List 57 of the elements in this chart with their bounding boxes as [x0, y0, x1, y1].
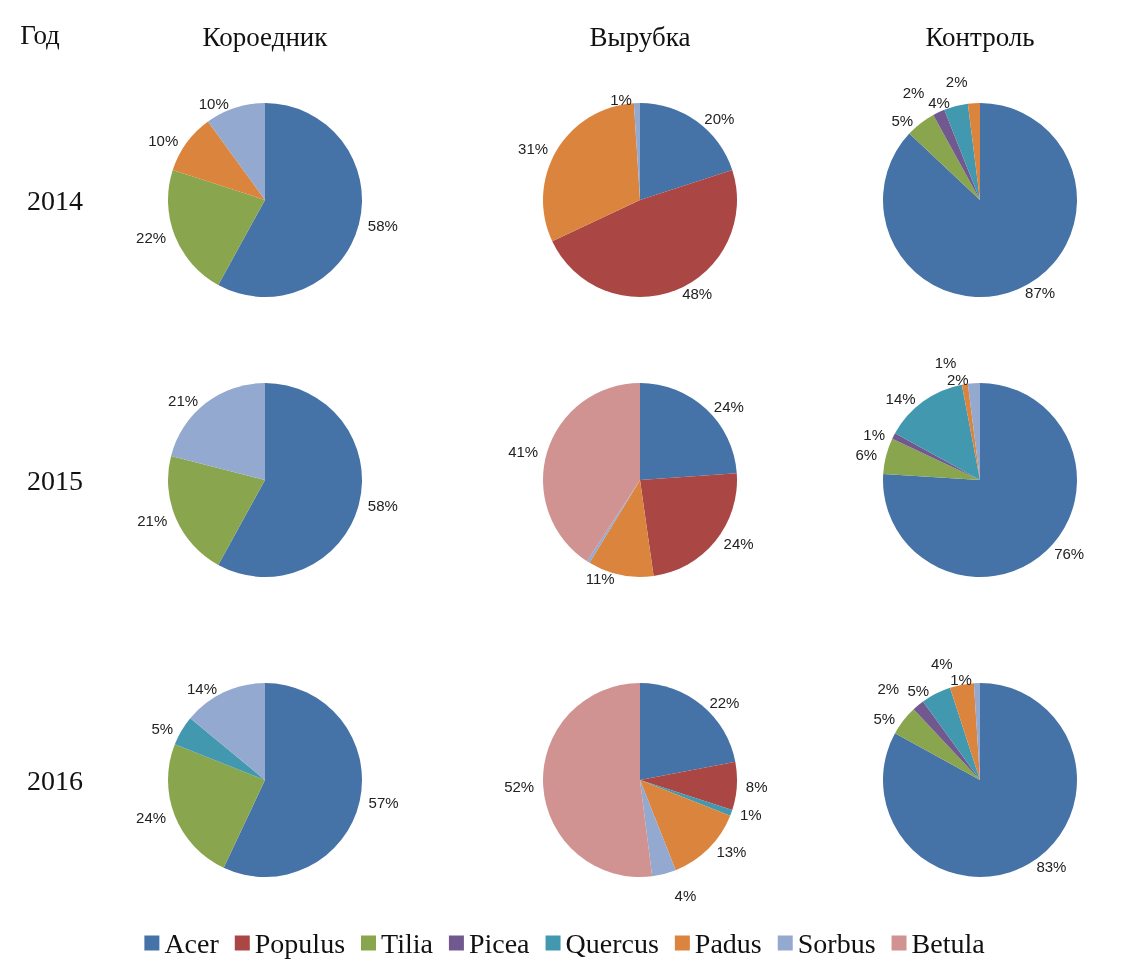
data-label: 22% — [136, 228, 167, 246]
data-label: 58% — [367, 216, 398, 234]
data-label: 2% — [945, 72, 968, 90]
data-label: 57% — [368, 793, 399, 811]
data-label: 22% — [709, 693, 740, 711]
data-label: 4% — [674, 886, 697, 904]
legend-label: Quercus — [565, 927, 659, 959]
data-label: 6% — [855, 446, 878, 464]
data-label: 24% — [723, 535, 754, 552]
data-label: 21% — [137, 511, 168, 529]
data-label: 14% — [186, 680, 217, 698]
data-label: 2% — [946, 370, 969, 388]
data-label: 8% — [745, 777, 768, 795]
data-label: 5% — [151, 720, 174, 738]
data-label: 10% — [198, 95, 229, 113]
data-label: 20% — [704, 109, 735, 127]
legend-label: Sorbus — [797, 927, 876, 959]
legend-label: Picea — [468, 927, 531, 959]
legend-label: Tilia — [381, 927, 434, 959]
data-label: 4% — [928, 93, 950, 111]
data-label: 2% — [902, 83, 925, 101]
legend-label: Betula — [911, 927, 986, 959]
data-label: 1% — [863, 425, 886, 443]
data-label: 58% — [367, 496, 398, 514]
data-label: 13% — [716, 842, 747, 860]
text: Год — [20, 20, 61, 50]
data-label: 1% — [934, 353, 957, 371]
data-label: 1% — [950, 670, 972, 688]
data-label: 41% — [508, 442, 539, 460]
data-label: 48% — [682, 285, 713, 303]
data-label: 21% — [168, 391, 199, 409]
text: 2016 — [27, 764, 83, 796]
data-label: 87% — [1025, 284, 1056, 302]
data-label: 5% — [873, 709, 896, 727]
legend-label: Populus — [254, 927, 346, 959]
data-label: 76% — [1054, 545, 1085, 563]
data-label: 52% — [504, 777, 535, 795]
data-label: 31% — [518, 140, 549, 158]
text: Короедник — [202, 22, 329, 52]
data-label: 24% — [136, 808, 167, 826]
data-label: 5% — [891, 111, 914, 129]
text: 2014 — [27, 184, 83, 216]
data-label: 24% — [713, 397, 744, 415]
data-label: 1% — [610, 90, 632, 108]
data-label: 4% — [931, 654, 953, 672]
text: 2015 — [27, 464, 83, 496]
text: Контроль — [925, 22, 1035, 52]
data-label: 83% — [1036, 858, 1067, 876]
data-label: 1% — [740, 805, 762, 823]
data-label: 2% — [877, 679, 900, 697]
data-label: 11% — [585, 570, 615, 588]
legend-label: Padus — [694, 927, 762, 959]
data-label: 14% — [885, 389, 916, 407]
data-label: 10% — [148, 132, 179, 150]
data-label: 5% — [907, 681, 930, 699]
legend-label: Acer — [164, 927, 220, 959]
text: Вырубка — [589, 22, 691, 52]
